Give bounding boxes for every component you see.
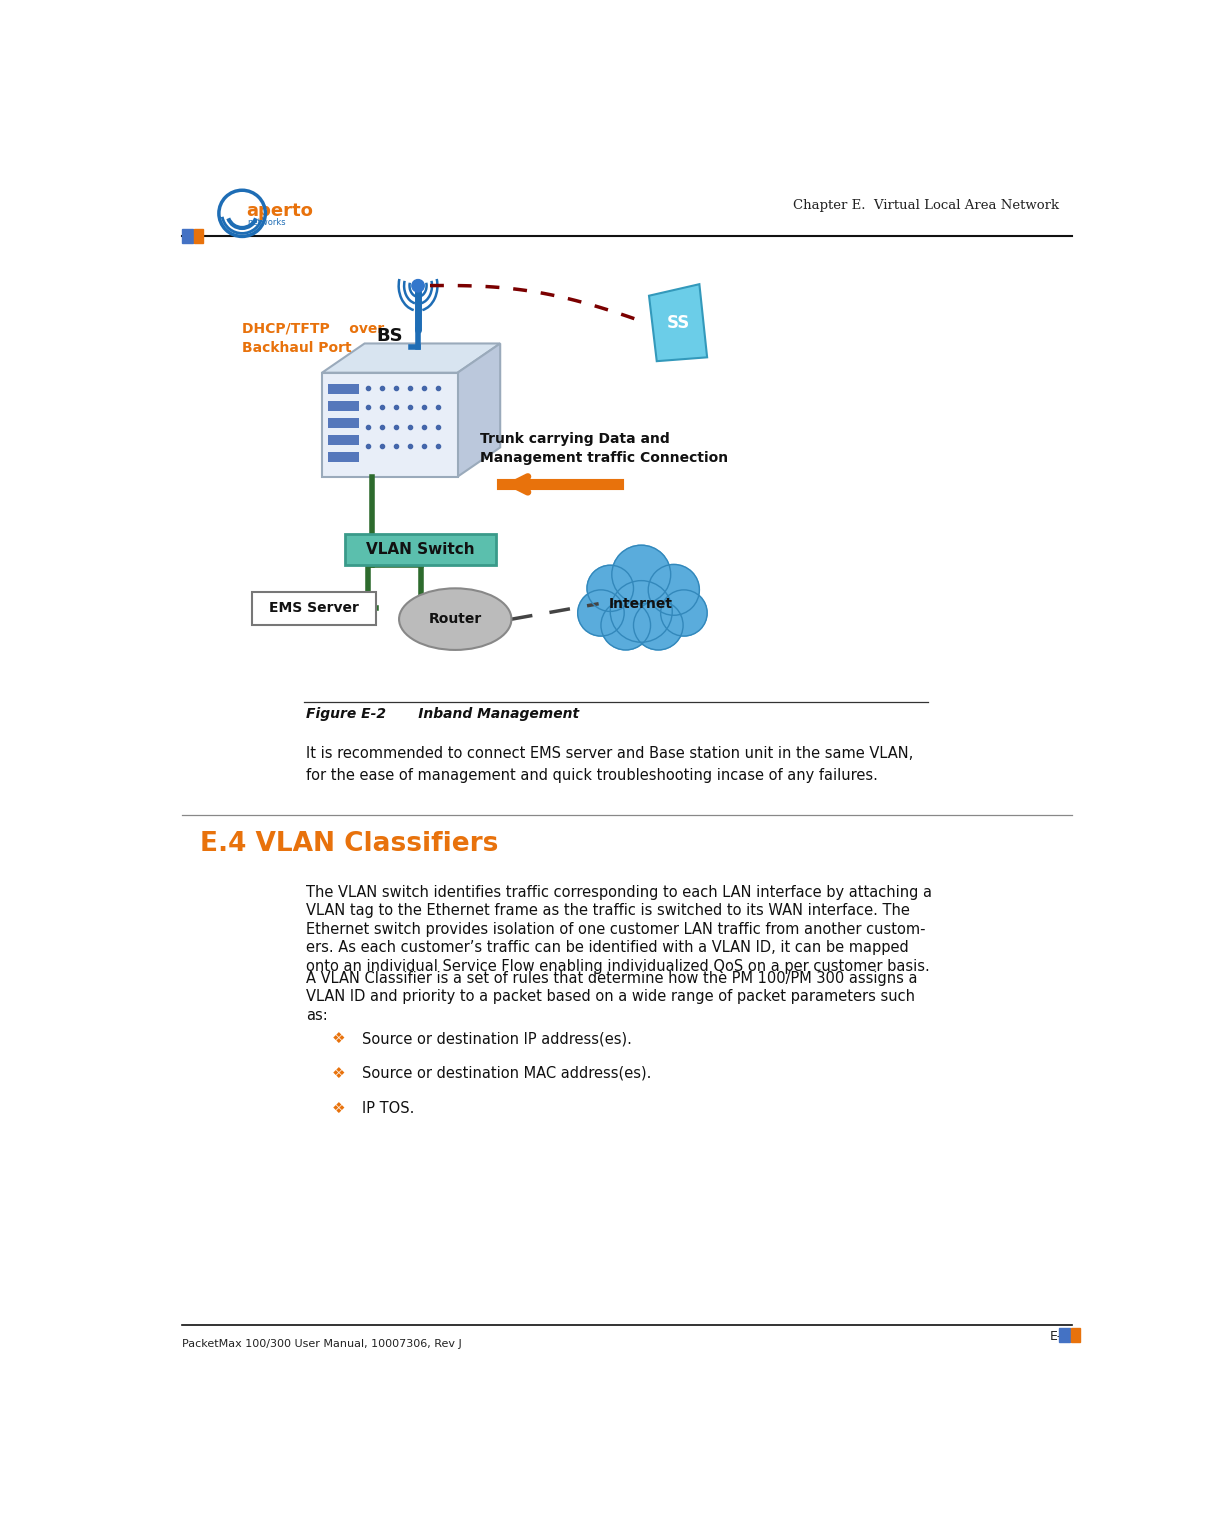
Text: ❖: ❖ — [332, 1100, 346, 1115]
Text: Trunk carrying Data and
Management traffic Connection: Trunk carrying Data and Management traff… — [480, 431, 728, 465]
Text: ers. As each customer’s traffic can be identified with a VLAN ID, it can be mapp: ers. As each customer’s traffic can be i… — [306, 940, 908, 956]
Text: IP TOS.: IP TOS. — [362, 1100, 415, 1115]
Text: EMS Server: EMS Server — [269, 601, 359, 615]
Circle shape — [588, 565, 634, 612]
Circle shape — [612, 545, 671, 604]
Bar — [328, 419, 359, 428]
Polygon shape — [458, 344, 501, 477]
Text: ❖: ❖ — [332, 1031, 346, 1046]
Text: It is recommended to connect EMS server and Base station unit in the same VLAN,: It is recommended to connect EMS server … — [306, 746, 913, 761]
Circle shape — [411, 279, 425, 291]
Text: aperto: aperto — [246, 202, 313, 219]
Text: PacketMax 100/300 User Manual, 10007306, Rev J: PacketMax 100/300 User Manual, 10007306,… — [182, 1339, 463, 1348]
Text: SS: SS — [667, 313, 690, 331]
Bar — [322, 373, 458, 477]
Bar — [1071, 1328, 1080, 1342]
Text: BS: BS — [377, 327, 403, 345]
Bar — [345, 534, 496, 565]
Text: DHCP/TFTP    over
Backhaul Port: DHCP/TFTP over Backhaul Port — [242, 321, 384, 354]
Bar — [328, 436, 359, 445]
Text: Ethernet switch provides isolation of one customer LAN traffic from another cust: Ethernet switch provides isolation of on… — [306, 922, 925, 937]
Text: Internet: Internet — [610, 597, 673, 611]
Text: onto an individual Service Flow enabling individualized QoS on a per customer ba: onto an individual Service Flow enabling… — [306, 959, 929, 974]
Text: as:: as: — [306, 1008, 328, 1023]
Text: Chapter E.  Virtual Local Area Network: Chapter E. Virtual Local Area Network — [793, 199, 1059, 212]
Text: Figure E-2: Figure E-2 — [306, 707, 386, 721]
Bar — [328, 385, 359, 394]
Text: VLAN Switch: VLAN Switch — [366, 543, 475, 557]
Text: The VLAN switch identifies traffic corresponding to each LAN interface by attach: The VLAN switch identifies traffic corre… — [306, 885, 931, 900]
Text: Inband Management: Inband Management — [389, 707, 579, 721]
Text: for the ease of management and quick troubleshooting incase of any failures.: for the ease of management and quick tro… — [306, 767, 878, 782]
Circle shape — [634, 601, 683, 650]
Text: Source or destination MAC address(es).: Source or destination MAC address(es). — [362, 1066, 651, 1081]
Text: A VLAN Classifier is a set of rules that determine how the PM 100/PM 300 assigns: A VLAN Classifier is a set of rules that… — [306, 971, 917, 986]
Text: VLAN ID and priority to a packet based on a wide range of packet parameters such: VLAN ID and priority to a packet based o… — [306, 989, 914, 1005]
Bar — [1059, 1328, 1070, 1342]
Polygon shape — [649, 284, 707, 360]
Circle shape — [578, 591, 624, 637]
Bar — [252, 592, 376, 624]
Circle shape — [601, 601, 650, 650]
Ellipse shape — [399, 589, 512, 650]
Bar — [195, 229, 203, 242]
Text: networks: networks — [247, 218, 286, 227]
Text: VLAN tag to the Ethernet frame as the traffic is switched to its WAN interface. : VLAN tag to the Ethernet frame as the tr… — [306, 904, 909, 919]
Text: Source or destination IP address(es).: Source or destination IP address(es). — [362, 1031, 632, 1046]
Text: ❖: ❖ — [332, 1066, 346, 1081]
Text: Router: Router — [428, 612, 482, 626]
Circle shape — [611, 581, 672, 643]
Bar — [182, 229, 193, 242]
Polygon shape — [322, 344, 501, 373]
Circle shape — [649, 565, 699, 615]
Bar — [328, 402, 359, 411]
Text: E.4 VLAN Classifiers: E.4 VLAN Classifiers — [200, 831, 498, 858]
Circle shape — [661, 591, 707, 637]
Bar — [328, 453, 359, 462]
Text: E–4: E–4 — [1050, 1330, 1072, 1342]
